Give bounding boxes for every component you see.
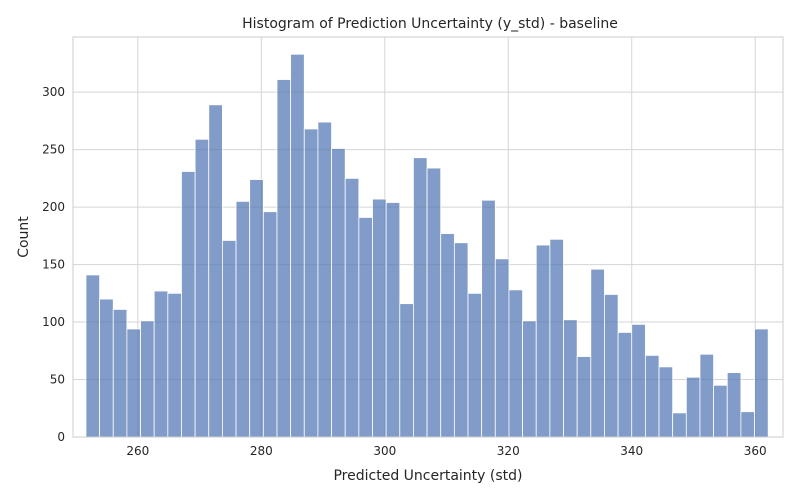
- x-tick-label: 340: [620, 444, 643, 458]
- histogram-bar: [631, 323, 646, 438]
- histogram-bar: [413, 157, 428, 438]
- histogram-bar: [535, 244, 551, 438]
- y-tick-label: 50: [50, 373, 65, 387]
- histogram-bar: [522, 320, 537, 438]
- histogram-bar: [317, 121, 332, 438]
- histogram-bar: [372, 198, 387, 438]
- histogram-bar: [494, 258, 510, 438]
- histogram-bar: [126, 328, 141, 438]
- histogram-bar: [658, 366, 674, 438]
- x-tick-label: 260: [126, 444, 149, 458]
- histogram-bar: [617, 332, 633, 438]
- histogram-bar: [249, 179, 264, 438]
- histogram-bar: [604, 294, 619, 438]
- histogram-bar: [685, 376, 701, 438]
- histogram-bar: [181, 171, 196, 438]
- histogram-bar: [222, 240, 237, 438]
- bars-layer: [85, 53, 769, 438]
- x-tick-labels: 260 280 300 320 340 360: [126, 444, 766, 458]
- histogram-bar: [726, 372, 742, 438]
- histogram-bar: [508, 289, 523, 438]
- x-tick-label: 300: [373, 444, 396, 458]
- histogram-bar: [344, 177, 360, 438]
- histogram-bar: [699, 353, 715, 438]
- plot-frame: [72, 36, 784, 438]
- histogram-bar: [453, 242, 469, 438]
- histogram-bar: [194, 138, 210, 438]
- histogram-bar: [290, 53, 305, 438]
- y-tick-label: 250: [42, 143, 65, 157]
- y-tick-label: 0: [57, 430, 65, 444]
- histogram-bar: [576, 356, 592, 438]
- histogram-bar: [754, 328, 769, 438]
- histogram-bar: [440, 233, 455, 438]
- histogram-bar: [644, 354, 660, 438]
- histogram-bar: [467, 292, 483, 438]
- histogram-bar: [563, 319, 578, 438]
- y-axis-label: Count: [16, 216, 32, 258]
- chart-title: Histogram of Prediction Uncertainty (y_s…: [242, 16, 618, 32]
- histogram-bar: [740, 411, 755, 438]
- histogram-bar: [112, 309, 128, 438]
- histogram-bar: [385, 202, 401, 438]
- histogram-bar: [549, 238, 564, 438]
- histogram-bar: [99, 298, 114, 438]
- histogram-bar: [590, 268, 605, 438]
- y-tick-label: 300: [42, 85, 65, 99]
- y-tick-labels: 0 50 100 150 200 250 300: [42, 85, 65, 444]
- histogram-bar: [140, 320, 155, 438]
- y-tick-label: 200: [42, 200, 65, 214]
- histogram-bar: [153, 290, 169, 438]
- histogram-bar: [85, 274, 101, 438]
- histogram-bar: [672, 412, 687, 438]
- histogram-bar: [481, 199, 496, 438]
- histogram-bar: [208, 104, 223, 438]
- x-tick-label: 280: [250, 444, 273, 458]
- histogram-bar: [426, 167, 442, 438]
- histogram-bar: [331, 148, 346, 438]
- histogram-bar: [358, 217, 373, 438]
- x-tick-label: 360: [744, 444, 767, 458]
- x-tick-label: 320: [497, 444, 520, 458]
- histogram-bar: [167, 292, 182, 438]
- histogram-bar: [276, 79, 292, 438]
- y-tick-label: 100: [42, 315, 65, 329]
- histogram-bar: [303, 128, 319, 438]
- histogram-bar: [399, 303, 414, 438]
- y-tick-label: 150: [42, 258, 65, 272]
- histogram-bar: [262, 211, 278, 438]
- x-axis-label: Predicted Uncertainty (std): [333, 468, 522, 484]
- histogram-bar: [713, 384, 728, 438]
- histogram-bar: [235, 200, 251, 438]
